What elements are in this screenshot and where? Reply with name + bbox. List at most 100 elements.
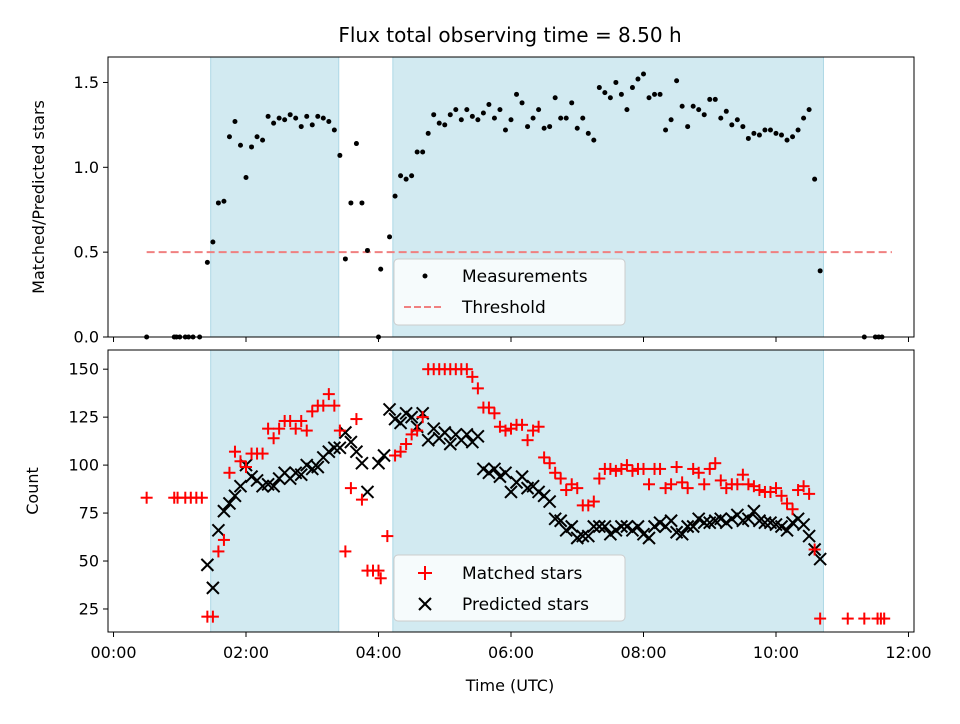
matched-marker [620, 459, 633, 472]
measurement-point [740, 124, 746, 130]
matched-marker [267, 432, 280, 445]
matched-marker [416, 411, 429, 424]
measurement-point [541, 125, 547, 131]
measurement-point [480, 110, 486, 116]
matched-marker [256, 447, 269, 460]
matched-marker [240, 461, 253, 474]
matched-marker [676, 476, 689, 489]
predicted-marker [631, 519, 645, 534]
measurement-point [806, 107, 812, 113]
matched-marker [769, 482, 782, 495]
predicted-marker [471, 429, 485, 444]
predicted-marker [576, 529, 590, 543]
measurement-point [674, 78, 680, 84]
legend-predicted-label: Predicted stars [462, 595, 589, 615]
predicted-marker [427, 421, 441, 436]
matched-marker [306, 405, 319, 418]
top-legend: Measurements Threshold [393, 258, 626, 326]
measurement-point [596, 85, 602, 91]
measurement-point [204, 259, 210, 265]
legend-threshold-label: Threshold [461, 298, 546, 318]
top-y-axis-label: Matched/Predicted stars [29, 100, 48, 294]
measurement-point [624, 107, 630, 113]
observing-interval [210, 349, 340, 633]
matched-marker [411, 424, 424, 437]
measurement-point [817, 268, 823, 274]
x-tick-label: 04:00 [355, 643, 401, 662]
measurement-point [801, 115, 807, 121]
measurement-point [442, 122, 448, 128]
measurement-point [635, 76, 641, 82]
matched-marker [339, 545, 352, 558]
matched-marker [878, 612, 891, 625]
predicted-marker [780, 523, 794, 538]
measurement-point [469, 113, 475, 119]
predicted-marker [542, 494, 557, 509]
matched-marker [374, 572, 387, 585]
matched-marker [499, 424, 512, 437]
measurement-point [502, 127, 508, 133]
matched-marker [731, 478, 744, 491]
matched-marker [333, 424, 346, 437]
legend-measurements-marker [422, 273, 428, 279]
matched-marker [571, 482, 584, 495]
predicted-marker [498, 466, 513, 480]
predicted-marker [421, 433, 435, 447]
x-tick-label: 12:00 [885, 643, 931, 662]
bottom-y-tick-label: 25 [79, 599, 99, 618]
top-x-ticks [113, 337, 909, 342]
chart-title: Flux total observing time = 8.50 h [338, 23, 681, 47]
predicted-marker [741, 512, 756, 526]
measurement-point [646, 95, 652, 101]
top-y-tick-label: 0.0 [74, 328, 99, 347]
matched-marker [488, 407, 501, 420]
measurement-point [364, 247, 370, 253]
matched-marker [703, 462, 716, 475]
legend-predicted-marker [418, 597, 432, 611]
matched-marker [273, 422, 286, 435]
measurement-point [392, 193, 398, 199]
legend-measurements-label: Measurements [462, 267, 588, 287]
predicted-marker [294, 467, 308, 482]
measurement-point [425, 130, 431, 136]
predicted-marker [587, 519, 601, 534]
predicted-marker [382, 402, 397, 417]
top-y-tick-label: 1.0 [74, 158, 99, 177]
measurement-point [790, 134, 796, 140]
predicted-marker [581, 529, 595, 543]
matched-marker [234, 455, 247, 468]
measurement-point [784, 137, 790, 143]
measurement-point [215, 200, 221, 206]
predicted-marker [344, 435, 358, 449]
measurement-point [712, 96, 718, 102]
measurement-point [718, 115, 724, 121]
measurement-point [309, 122, 315, 128]
measurement-point [491, 115, 497, 121]
matched-marker [350, 413, 363, 426]
predicted-marker [200, 558, 215, 572]
matched-marker [808, 543, 821, 556]
measurement-point [342, 256, 348, 262]
measurement-point [767, 127, 773, 133]
matched-marker [394, 445, 407, 458]
measurement-point [812, 176, 818, 182]
measurement-point [331, 127, 337, 133]
legend-matched-marker [418, 566, 432, 580]
measurement-point [762, 127, 768, 133]
matched-marker [858, 612, 871, 625]
matched-marker [560, 484, 573, 497]
predicted-marker [747, 504, 761, 518]
matched-marker [322, 388, 335, 401]
predicted-marker [487, 462, 502, 476]
measurement-point [679, 103, 685, 109]
predicted-marker [796, 517, 811, 532]
matched-marker [295, 414, 308, 427]
matched-marker [626, 464, 639, 477]
matched-marker [372, 564, 385, 577]
matched-marker [212, 545, 225, 558]
matched-marker [692, 466, 705, 479]
measurement-point [359, 200, 365, 206]
bottom-panel: 25 50 75 100 125 150 00:00 02:00 04:00 06:00 08:0… [23, 349, 932, 695]
predicted-marker [377, 448, 391, 463]
predicted-marker [592, 519, 607, 534]
